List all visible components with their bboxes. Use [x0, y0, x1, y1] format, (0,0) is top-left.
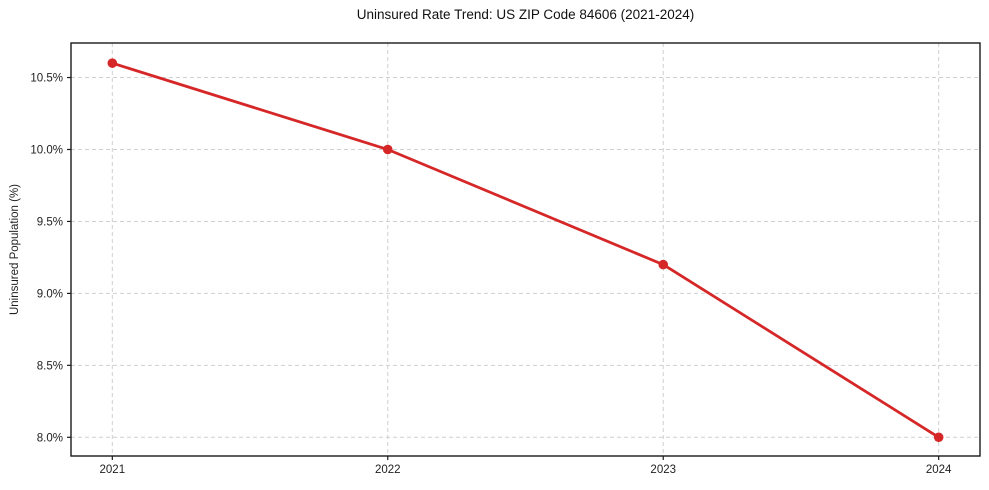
y-tick-label: 10.0%	[30, 144, 63, 156]
x-tick-label: 2021	[100, 464, 126, 476]
data-point	[107, 58, 118, 68]
y-tick-label: 9.5%	[37, 216, 63, 228]
x-tick-label: 2024	[926, 464, 952, 476]
y-tick-label: 8.0%	[37, 432, 63, 444]
chart-title: Uninsured Rate Trend: US ZIP Code 84606 …	[356, 7, 695, 22]
plot-border	[70, 42, 981, 457]
y-tick-label: 10.5%	[30, 73, 63, 85]
y-tick-label: 8.5%	[37, 360, 63, 372]
data-point	[933, 432, 944, 443]
x-tick-label: 2023	[650, 464, 676, 476]
data-point	[382, 144, 393, 155]
trend-line	[110, 61, 941, 439]
y-tick-label: 9.0%	[37, 288, 63, 300]
data-point	[658, 259, 669, 270]
x-tick-label: 2022	[375, 464, 401, 476]
